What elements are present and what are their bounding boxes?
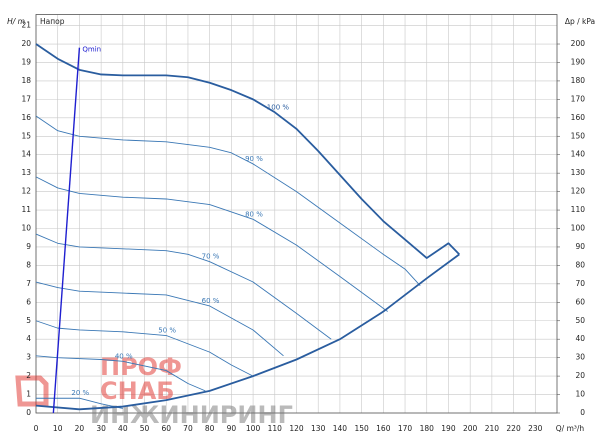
y-tick-label: 9 [26, 242, 31, 251]
y2-tick-label: 130 [571, 168, 586, 177]
y-tick-label: 19 [21, 57, 31, 66]
y2-tick-label: 150 [571, 131, 586, 140]
y-tick-label: 8 [26, 260, 31, 269]
x-tick-label: 110 [268, 424, 283, 433]
curve-label: 20 % [71, 389, 89, 397]
curve-label: 70 % [202, 253, 220, 261]
y-tick-label: 3 [26, 353, 31, 362]
x-tick-label: 230 [528, 424, 543, 433]
y2-tick-label: 30 [575, 353, 585, 362]
y2-tick-label: 40 [575, 334, 585, 343]
y2-tick-label: 90 [575, 242, 585, 251]
y-tick-label: 20 [21, 39, 31, 48]
x-tick-label: 100 [246, 424, 261, 433]
x-tick-label: 40 [118, 424, 128, 433]
y-tick-label: 12 [21, 187, 31, 196]
x-tick-label: 0 [34, 424, 39, 433]
y-tick-label: 5 [26, 316, 31, 325]
y2-axis-label: Δp / kPa [565, 17, 595, 26]
x-tick-label: 10 [53, 424, 63, 433]
curve [52, 47, 81, 414]
y2-tick-label: 200 [571, 39, 586, 48]
y-tick-label: 14 [21, 150, 31, 159]
x-tick-label: 70 [183, 424, 193, 433]
y-tick-label: 16 [21, 113, 31, 122]
curve [35, 320, 254, 377]
x-tick-label: 150 [354, 424, 369, 433]
y2-tick-label: 160 [571, 113, 586, 122]
curve-label: 60 % [202, 297, 220, 305]
y2-tick-label: 20 [575, 371, 585, 380]
curve [35, 115, 421, 287]
curve-label: Qmin [82, 46, 101, 54]
x-tick-label: 20 [75, 424, 85, 433]
y-tick-label: 13 [21, 168, 31, 177]
curve [35, 281, 284, 357]
x-tick-label: 30 [96, 424, 106, 433]
y-tick-label: 10 [21, 224, 31, 233]
y2-tick-label: 80 [575, 260, 585, 269]
y-tick-label: 6 [26, 297, 31, 306]
y-tick-label: 21 [21, 21, 31, 30]
x-tick-label: 190 [441, 424, 456, 433]
y2-tick-label: 0 [580, 408, 585, 417]
x-tick-label: 130 [311, 424, 326, 433]
x-tick-label: 160 [376, 424, 391, 433]
curve [35, 233, 332, 340]
y2-tick-label: 100 [571, 224, 586, 233]
y-tick-label: 11 [21, 205, 31, 214]
x-tick-label: 170 [398, 424, 413, 433]
y-tick-label: 7 [26, 279, 31, 288]
x-tick-label: 220 [506, 424, 521, 433]
x-tick-label: 90 [227, 424, 237, 433]
x-tick-label: 140 [333, 424, 348, 433]
y2-tick-label: 50 [575, 316, 585, 325]
y2-tick-label: 60 [575, 297, 585, 306]
y2-tick-label: 180 [571, 76, 586, 85]
y2-tick-label: 140 [571, 150, 586, 159]
y-tick-label: 0 [26, 408, 31, 417]
chart-title: Напор [40, 17, 65, 26]
x-tick-label: 200 [463, 424, 478, 433]
y2-tick-label: 190 [571, 57, 586, 66]
curve [35, 253, 460, 411]
y-axis-label: H/ m [7, 17, 25, 26]
curve-label: 40 % [115, 352, 133, 360]
y-tick-label: 4 [26, 334, 31, 343]
y-tick-label: 1 [26, 390, 31, 399]
y-tick-label: 17 [21, 94, 31, 103]
x-axis-label: Q/ m³/h [556, 424, 585, 433]
watermark-text: ПРОФ [100, 353, 182, 381]
curve [36, 397, 123, 409]
watermark: ПРОФ СНАБ ИНЖИНИРИНГ [15, 353, 293, 429]
x-tick-label: 80 [205, 424, 215, 433]
curve-label: 90 % [245, 155, 263, 163]
y2-tick-label: 70 [575, 279, 585, 288]
curve-label: 100 % [267, 103, 290, 111]
curve-label: 50 % [158, 327, 176, 335]
y2-tick-label: 170 [571, 94, 586, 103]
plot-frame [35, 14, 558, 414]
y2-tick-label: 120 [571, 187, 586, 196]
x-tick-label: 210 [485, 424, 500, 433]
x-tick-label: 60 [161, 424, 171, 433]
curve [35, 43, 460, 259]
y-tick-label: 2 [26, 371, 31, 380]
watermark-logo [15, 375, 49, 407]
x-tick-label: 120 [289, 424, 304, 433]
curve-label: 80 % [245, 210, 263, 218]
y2-tick-label: 10 [575, 390, 585, 399]
y2-tick-label: 110 [571, 205, 586, 214]
y-tick-label: 18 [21, 76, 31, 85]
x-tick-label: 180 [420, 424, 435, 433]
x-tick-label: 50 [140, 424, 150, 433]
y-tick-label: 15 [21, 131, 31, 140]
